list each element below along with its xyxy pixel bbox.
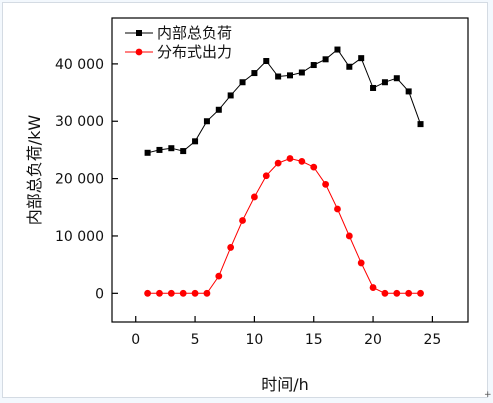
y-tick-label-10000: 10 000 bbox=[55, 229, 104, 245]
series-2-point-19 bbox=[357, 259, 365, 267]
series-1-point-24 bbox=[417, 121, 424, 128]
series-2-point-20 bbox=[369, 284, 377, 291]
series-1-point-14 bbox=[298, 69, 305, 76]
series-2-point-16 bbox=[322, 180, 329, 188]
series-1-point-18 bbox=[346, 63, 353, 70]
series-2-point-8 bbox=[227, 244, 235, 251]
figure-frame bbox=[2, 2, 488, 398]
y-tick-label-40000: 40 000 bbox=[55, 57, 104, 73]
series-1-point-13 bbox=[287, 72, 293, 79]
x-axis-title: 时间/h bbox=[261, 375, 309, 394]
series-1-point-1 bbox=[144, 149, 151, 156]
series-2-point-21 bbox=[381, 289, 389, 297]
y-tick-label-30000: 30 000 bbox=[55, 114, 104, 130]
plot-area-frame bbox=[111, 17, 469, 323]
series-1-point-2 bbox=[156, 146, 163, 153]
series-2-point-24 bbox=[417, 289, 424, 297]
x-tick-label-5: 5 bbox=[191, 332, 200, 348]
x-tick-label-25: 25 bbox=[423, 332, 441, 348]
series-1-point-7 bbox=[215, 106, 222, 113]
series-1-point-20 bbox=[370, 84, 377, 91]
series-2-point-4 bbox=[179, 289, 187, 297]
series-1-point-17 bbox=[334, 46, 341, 53]
legend-marker-2 bbox=[135, 48, 143, 56]
series-1-point-11 bbox=[263, 58, 270, 65]
series-2-point-23 bbox=[405, 289, 413, 297]
series-2-point-17 bbox=[334, 205, 341, 213]
series-2-point-1 bbox=[144, 289, 152, 297]
series-2-point-11 bbox=[262, 172, 270, 180]
x-tick-label-10: 10 bbox=[245, 332, 263, 348]
series-1-point-12 bbox=[275, 73, 282, 80]
series-2-point-13 bbox=[286, 155, 294, 162]
legend-label-2: 分布式出力 bbox=[157, 43, 232, 61]
series-1-point-21 bbox=[381, 79, 388, 86]
series-2-point-5 bbox=[191, 289, 199, 297]
series-2-point-22 bbox=[393, 289, 401, 297]
series-1-point-3 bbox=[168, 145, 175, 152]
series-2-point-2 bbox=[156, 289, 163, 297]
legend-entry-1: 内部总负荷 bbox=[125, 24, 232, 42]
series-1-line bbox=[147, 48, 421, 154]
series-1-point-19 bbox=[358, 55, 365, 62]
corner-mark: + bbox=[484, 390, 492, 400]
y-tick-label-0: 0 bbox=[95, 286, 104, 302]
legend-entry-2: 分布式出力 bbox=[125, 43, 232, 61]
series-2-point-10 bbox=[251, 193, 258, 201]
ticks: 0 5 10 15 20 25 0 10 000 20 000 30 000 40 000 bbox=[55, 57, 441, 348]
legend-label-1: 内部总负荷 bbox=[157, 24, 232, 42]
series-1-point-9 bbox=[239, 79, 246, 86]
series-1-point-15 bbox=[310, 62, 317, 69]
series-2-point-14 bbox=[298, 157, 306, 165]
series-2-line bbox=[147, 157, 421, 294]
series-2-point-15 bbox=[310, 163, 318, 171]
series-2-point-6 bbox=[203, 289, 211, 297]
series-2 bbox=[144, 155, 424, 297]
x-tick-label-0: 0 bbox=[131, 332, 140, 348]
series-1-point-23 bbox=[405, 88, 412, 95]
axes bbox=[111, 17, 469, 323]
series-1-point-22 bbox=[393, 75, 400, 82]
y-tick-label-20000: 20 000 bbox=[55, 172, 104, 188]
series-1 bbox=[144, 46, 424, 156]
series-1-point-5 bbox=[192, 138, 199, 145]
series-1-point-8 bbox=[227, 92, 234, 99]
series-1-point-4 bbox=[180, 148, 187, 155]
series-1-point-10 bbox=[251, 70, 258, 77]
series-2-point-12 bbox=[274, 159, 282, 167]
x-tick-label-15: 15 bbox=[305, 332, 323, 348]
series-2-point-7 bbox=[215, 272, 223, 280]
series-1-point-6 bbox=[203, 118, 210, 125]
legend-marker-1 bbox=[136, 30, 142, 36]
series-2-point-18 bbox=[345, 232, 353, 240]
series-2-point-9 bbox=[239, 217, 246, 224]
y-axis-title: 内部总负荷/kW bbox=[25, 115, 44, 226]
series-layer bbox=[144, 46, 424, 297]
series-2-point-3 bbox=[167, 289, 175, 297]
x-tick-label-20: 20 bbox=[364, 332, 382, 348]
series-1-point-16 bbox=[322, 56, 329, 63]
